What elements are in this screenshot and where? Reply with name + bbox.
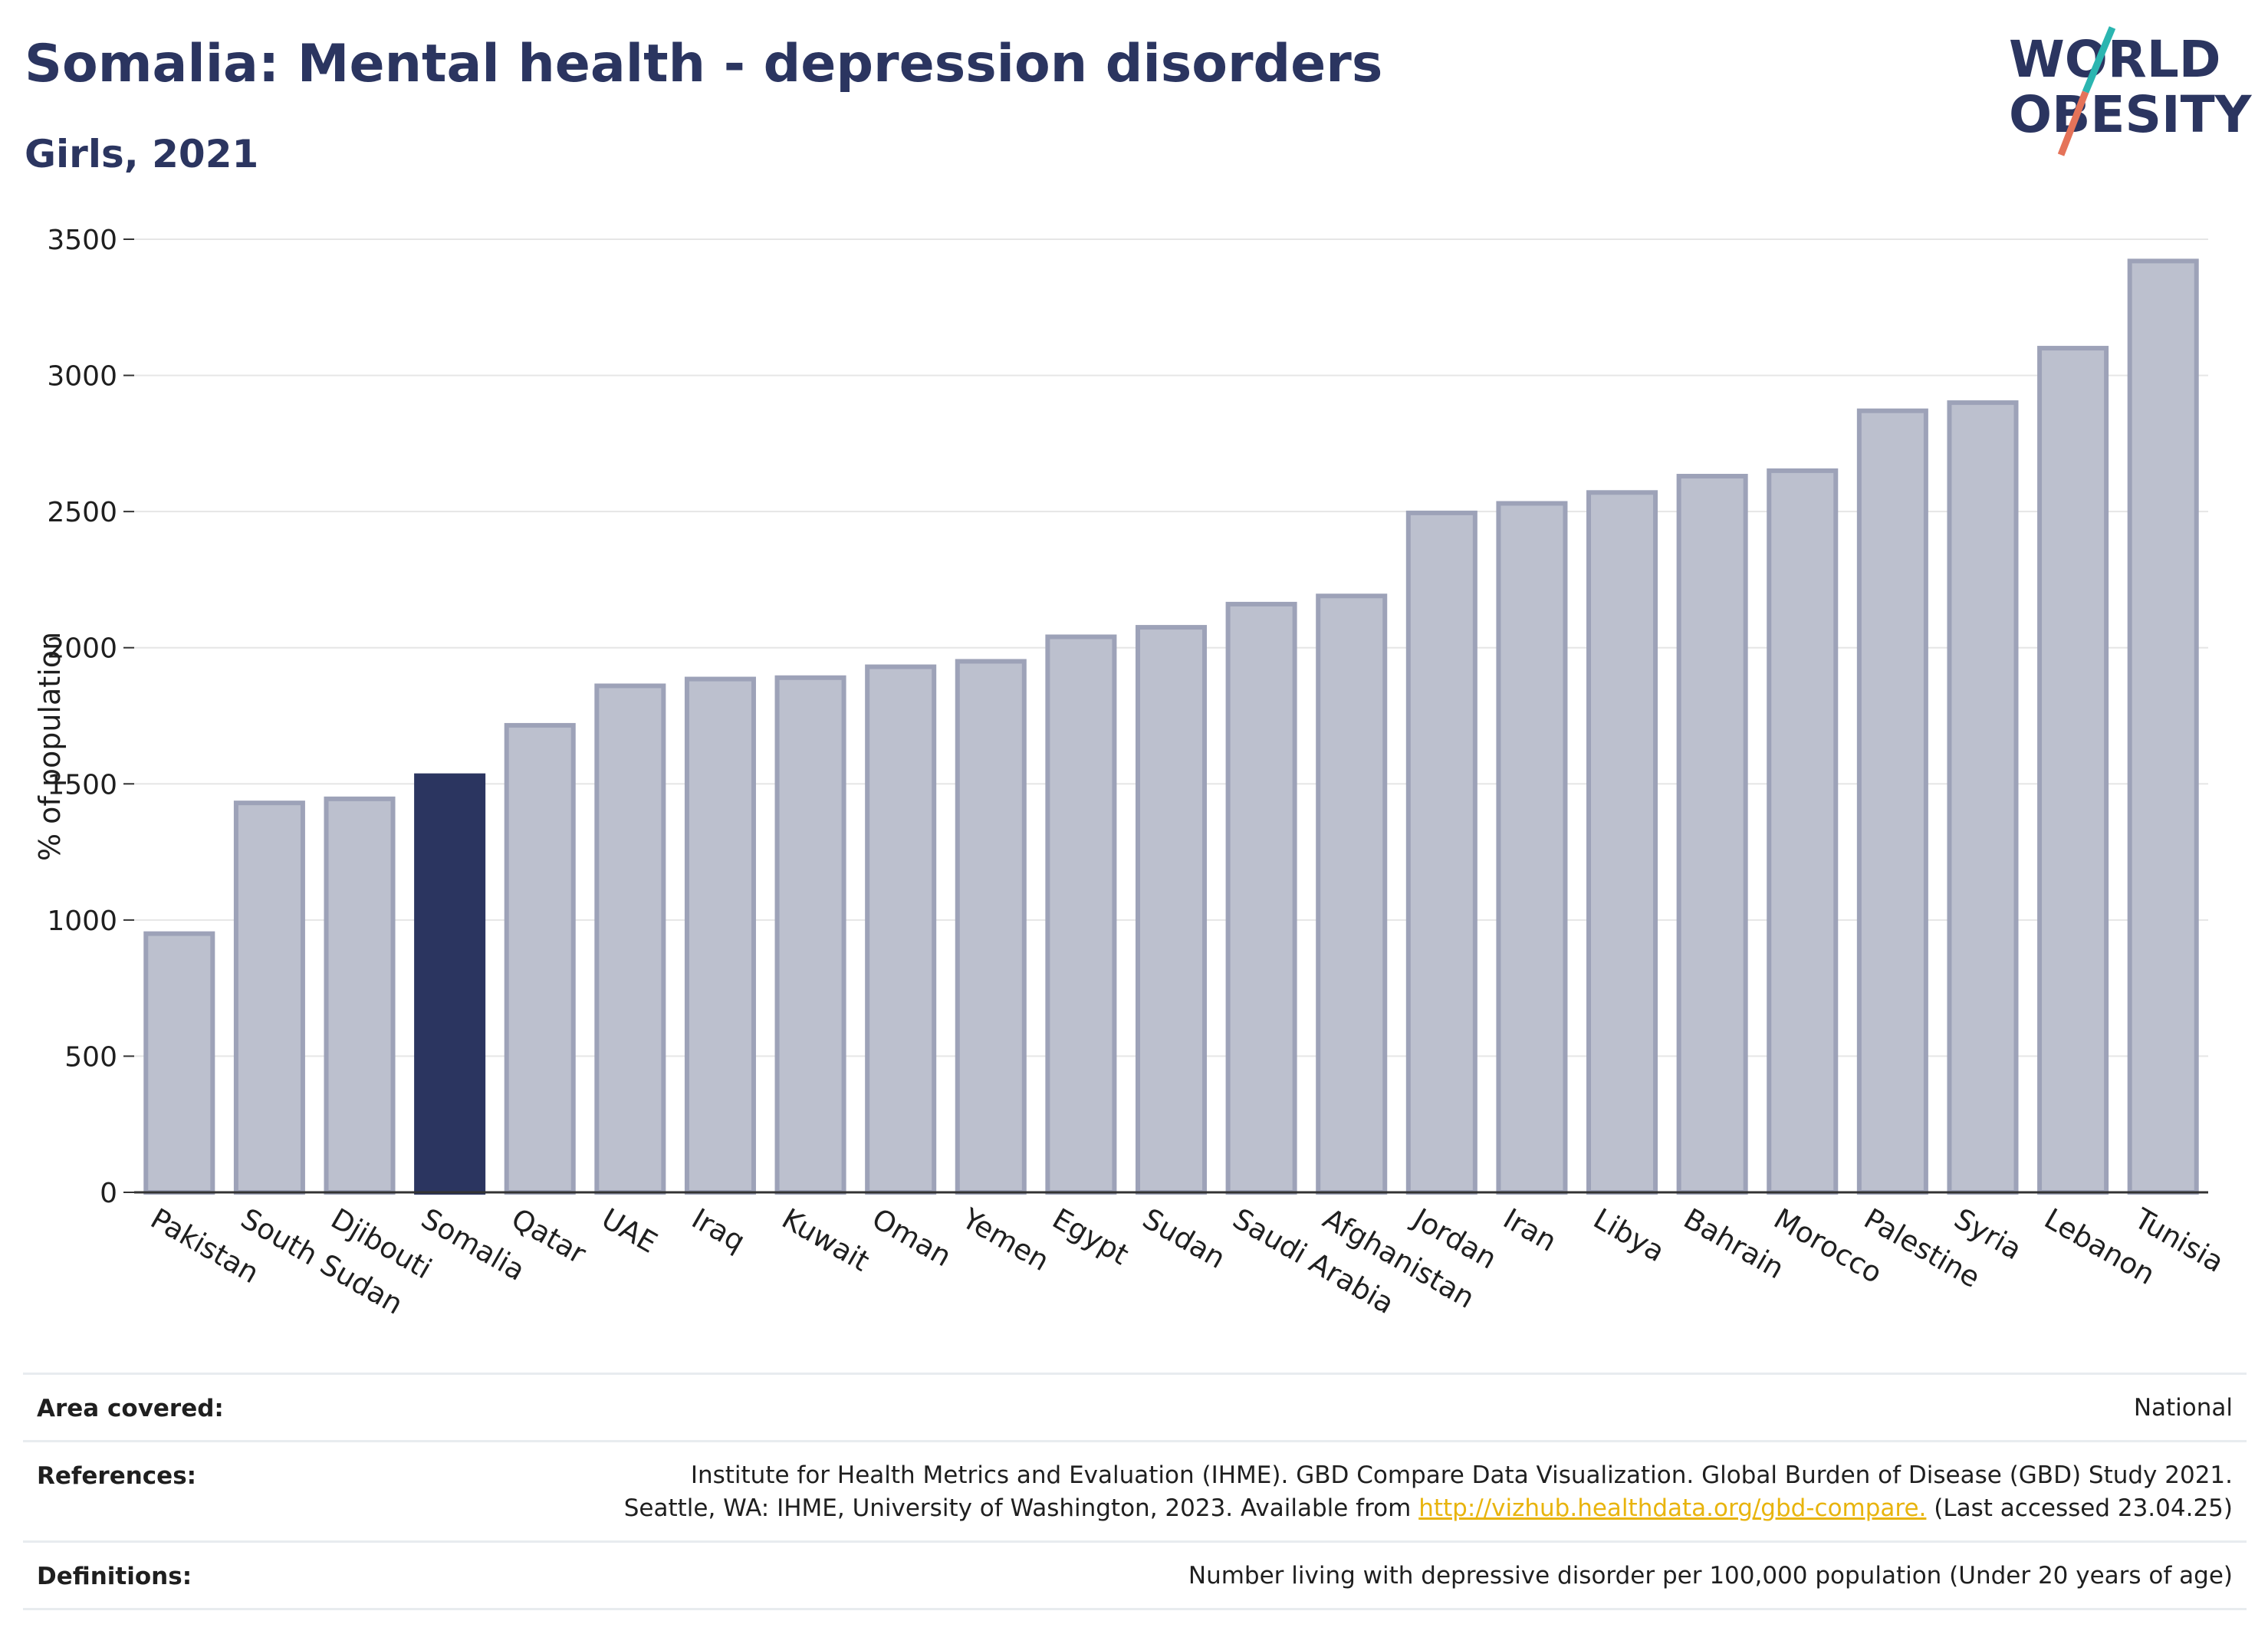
references-line-2-suffix: (Last accessed 23.04.25) <box>1926 1494 2233 1522</box>
references-line-2: Seattle, WA: IHME, University of Washing… <box>37 1492 2233 1525</box>
bar <box>143 931 215 1195</box>
bar <box>1676 473 1748 1195</box>
y-tick-label: 500 <box>64 1041 117 1073</box>
bar <box>1767 468 1839 1195</box>
logo-coral-stroke <box>2057 90 2089 156</box>
bar <box>1316 593 1388 1195</box>
bar <box>1135 625 1208 1195</box>
x-tick-label: Somalia <box>416 1202 531 1287</box>
bar <box>2037 346 2109 1195</box>
logo-teal-stroke <box>2082 26 2116 94</box>
bar <box>1947 400 2019 1195</box>
footer-info: Area covered: National References: Insti… <box>23 1373 2247 1610</box>
bar <box>1405 510 1477 1195</box>
y-tick-label: 3000 <box>47 361 117 393</box>
bar-highlight <box>414 773 486 1195</box>
x-tick-label: UAE <box>596 1202 662 1260</box>
y-tick-label: 2500 <box>47 497 117 528</box>
logo-line2: OBESITY <box>2009 85 2253 144</box>
x-tick-label: Kuwait <box>777 1202 876 1278</box>
area-covered-value: National <box>2133 1394 2233 1422</box>
references-link[interactable]: http://vizhub.healthdata.org/gbd-compare… <box>1418 1494 1927 1522</box>
bar <box>684 676 756 1195</box>
bar <box>594 683 666 1195</box>
references-line-2-prefix: Seattle, WA: IHME, University of Washing… <box>623 1494 1419 1522</box>
references-line-1: Institute for Health Metrics and Evaluat… <box>690 1461 2233 1489</box>
x-tick-label: Iran <box>1497 1202 1562 1258</box>
logo-line1: WORLD <box>2009 30 2221 89</box>
y-tick-label: 1000 <box>47 906 117 937</box>
x-tick-label: Bahrain <box>1678 1202 1790 1286</box>
bar <box>955 659 1027 1195</box>
y-axis-label: % of population <box>33 632 67 861</box>
footer-row-references: References: Institute for Health Metrics… <box>23 1440 2247 1540</box>
references-label: References: <box>37 1462 197 1490</box>
chart-subtitle: Girls, 2021 <box>25 132 259 176</box>
y-tick-label: 3500 <box>47 225 117 256</box>
area-covered-label: Area covered: <box>37 1395 224 1422</box>
y-tick-label: 2000 <box>47 633 117 665</box>
footer-row-definitions: Definitions: Number living with depressi… <box>23 1540 2247 1610</box>
y-tick-label: 1500 <box>47 769 117 801</box>
chart-title: Somalia: Mental health - depression diso… <box>25 34 1383 94</box>
footer-row-area: Area covered: National <box>23 1373 2247 1440</box>
world-obesity-logo: WORLD OBESITY <box>2009 26 2253 156</box>
bar <box>504 722 576 1195</box>
bar <box>324 796 396 1195</box>
x-tick-label: Iraq <box>686 1202 751 1258</box>
bar <box>774 675 846 1195</box>
bar <box>1496 501 1568 1195</box>
x-tick-label: Oman <box>866 1202 957 1274</box>
bar <box>2127 258 2199 1195</box>
bar <box>1586 490 1658 1195</box>
x-tick-label: Libya <box>1588 1202 1670 1269</box>
x-tick-label: Yemen <box>956 1202 1055 1277</box>
bar <box>865 664 937 1195</box>
bar <box>1856 408 1928 1195</box>
definitions-value: Number living with depressive disorder p… <box>1188 1562 2233 1590</box>
definitions-label: Definitions: <box>37 1563 192 1590</box>
bar-chart: 0 500 1000 1500 2000 2500 3000 3500 % of populat… <box>33 225 2230 1321</box>
bar <box>233 801 305 1195</box>
x-tick-label: Sudan <box>1137 1202 1231 1276</box>
bar <box>1045 634 1117 1195</box>
x-tick-label: Egypt <box>1047 1202 1134 1272</box>
y-tick-label: 0 <box>100 1178 117 1209</box>
bar <box>1225 601 1297 1195</box>
